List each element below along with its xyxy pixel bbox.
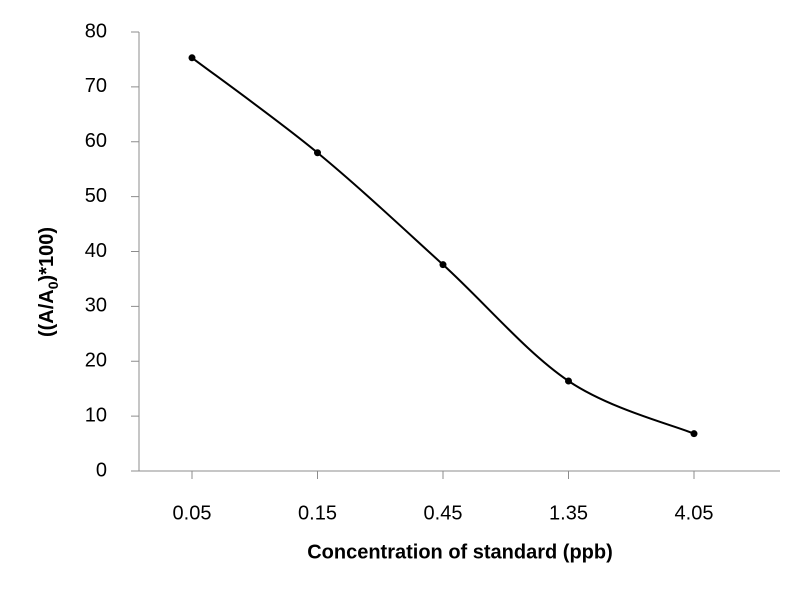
y-tick-label: 40 — [85, 240, 107, 262]
y-tick-label: 30 — [85, 295, 107, 317]
x-tick-label: 0.05 — [173, 502, 212, 524]
x-tick-label: 0.45 — [424, 502, 463, 524]
marker — [565, 377, 572, 385]
y-tick-label: 0 — [96, 459, 107, 481]
marker — [439, 261, 447, 269]
y-tick-label: 80 — [85, 20, 107, 42]
y-axis-title: ((A/A0)*100) — [36, 227, 60, 337]
marker — [690, 430, 698, 438]
line — [191, 56, 695, 435]
y-axis-title-part: ((A/A — [36, 289, 58, 337]
y-tick-label: 60 — [85, 130, 107, 152]
y-tick-label: 20 — [85, 350, 107, 372]
marker — [314, 149, 321, 157]
y-axis-title-subscript: 0 — [45, 281, 61, 289]
marker — [188, 54, 196, 62]
x-tick-label: 0.15 — [298, 502, 337, 524]
x-tick-label: 1.35 — [549, 502, 588, 524]
y-tick-label: 50 — [85, 185, 107, 207]
x-tick-label: 4.05 — [675, 502, 714, 524]
x-axis-title: Concentration of standard (ppb) — [307, 541, 613, 563]
y-axis-title-part: )*100) — [36, 227, 58, 281]
y-tick-label: 70 — [85, 75, 107, 97]
y-tick-label: 10 — [85, 404, 107, 426]
